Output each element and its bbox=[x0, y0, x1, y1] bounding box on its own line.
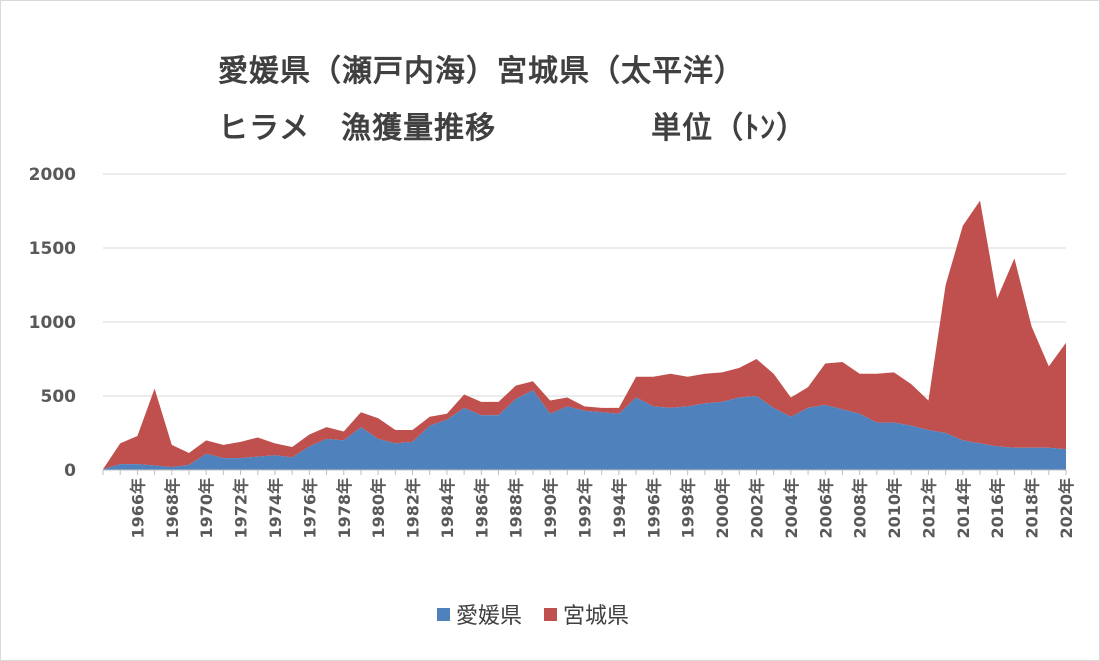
x-tick-label: 1988年 bbox=[507, 478, 526, 539]
x-tick-label: 2008年 bbox=[851, 478, 870, 539]
x-tick-label: 2000年 bbox=[713, 478, 732, 539]
legend: 愛媛県 宮城県 bbox=[437, 598, 629, 630]
legend-label-ehime: 愛媛県 bbox=[456, 604, 523, 629]
area-series-ehime bbox=[103, 390, 1066, 470]
x-tick-label: 1992年 bbox=[576, 478, 595, 539]
x-tick-label: 2002年 bbox=[747, 478, 766, 539]
area-series-miyagi bbox=[103, 200, 1066, 470]
x-tick-label: 1976年 bbox=[300, 478, 319, 539]
legend-item-ehime: 愛媛県 bbox=[437, 598, 522, 630]
x-tick-label: 1996年 bbox=[644, 478, 663, 539]
x-tick-label: 2012年 bbox=[919, 478, 938, 539]
x-tick-label: 1970年 bbox=[197, 478, 216, 539]
x-tick-label: 2006年 bbox=[816, 478, 835, 539]
x-tick-label: 1974年 bbox=[266, 478, 285, 539]
x-tick-label: 1982年 bbox=[404, 478, 423, 539]
legend-swatch-ehime bbox=[437, 607, 450, 621]
legend-item-miyagi: 宮城県 bbox=[544, 598, 629, 630]
x-tick-label: 1990年 bbox=[541, 478, 560, 539]
x-tick-label: 1994年 bbox=[610, 478, 629, 539]
x-tick-label: 2016年 bbox=[988, 478, 1007, 539]
x-tick-label: 1968年 bbox=[163, 478, 182, 539]
x-tick-label: 1986年 bbox=[472, 478, 491, 539]
y-tick-label: 500 bbox=[41, 387, 77, 407]
x-tick-label: 1984年 bbox=[438, 478, 457, 539]
y-tick-label: 2000 bbox=[29, 165, 76, 185]
x-tick-label: 2010年 bbox=[885, 478, 904, 539]
y-tick-label: 1000 bbox=[29, 313, 76, 333]
x-tick-label: 1980年 bbox=[369, 478, 388, 539]
x-tick-label: 1978年 bbox=[335, 478, 354, 539]
x-tick-label: 2018年 bbox=[1023, 478, 1042, 539]
x-tick-label: 2004年 bbox=[782, 478, 801, 539]
x-tick-label: 2020年 bbox=[1057, 478, 1076, 539]
y-tick-label: 0 bbox=[64, 461, 76, 481]
x-tick-label: 1998年 bbox=[679, 478, 698, 539]
x-tick-label: 1972年 bbox=[232, 478, 251, 539]
x-tick-label: 1966年 bbox=[128, 478, 147, 539]
chart-title-line1: 愛媛県（瀬戸内海）宮城県（太平洋） bbox=[218, 54, 745, 89]
x-tick-label: 2014年 bbox=[954, 478, 973, 539]
y-tick-label: 1500 bbox=[29, 239, 76, 259]
legend-swatch-miyagi bbox=[544, 607, 558, 621]
chart-title-line2: ヒラメ 漁獲量推移 単位（ﾄﾝ） bbox=[218, 111, 808, 146]
legend-label-miyagi: 宮城県 bbox=[563, 604, 630, 629]
